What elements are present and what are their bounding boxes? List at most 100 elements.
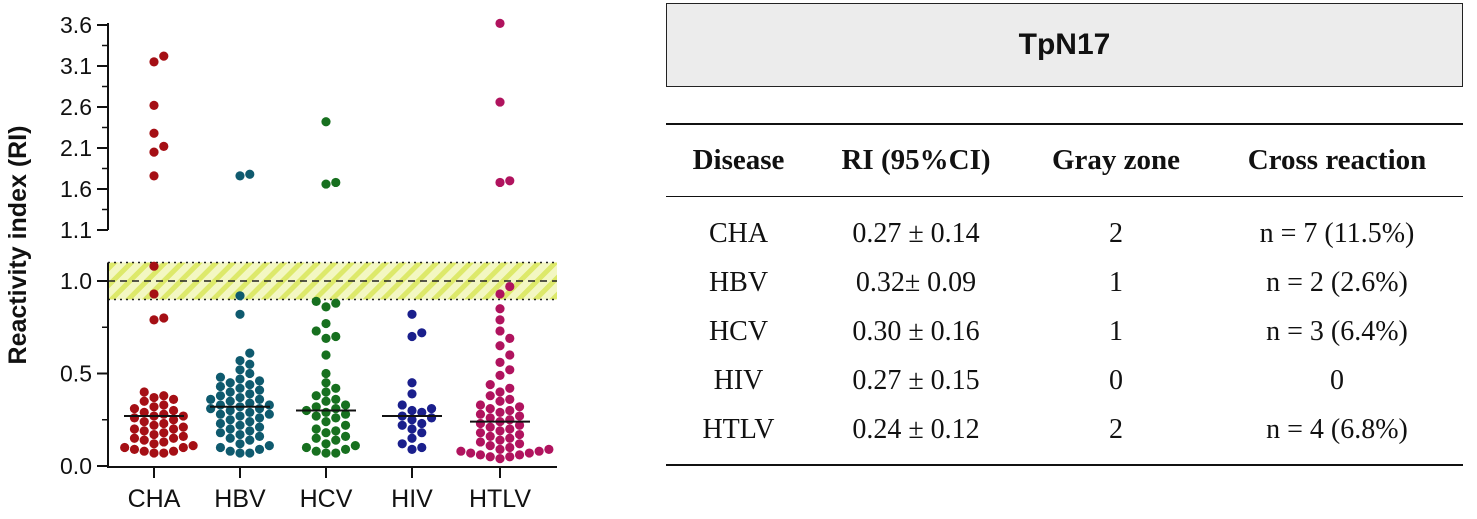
data-point bbox=[245, 169, 255, 179]
data-point bbox=[350, 441, 360, 451]
data-point bbox=[225, 405, 235, 416]
x-tick-label: HBV bbox=[214, 485, 266, 513]
data-point bbox=[245, 389, 255, 399]
data-point bbox=[235, 392, 245, 403]
data-point bbox=[495, 444, 505, 454]
data-point bbox=[235, 448, 245, 458]
data-point bbox=[149, 57, 159, 67]
data-point bbox=[475, 400, 486, 410]
data-point bbox=[514, 411, 525, 421]
data-point bbox=[331, 426, 341, 436]
data-point bbox=[149, 171, 159, 181]
data-point bbox=[149, 128, 159, 138]
data-point bbox=[245, 407, 255, 417]
data-point bbox=[168, 446, 179, 456]
data-point bbox=[215, 372, 226, 382]
data-point bbox=[235, 439, 245, 449]
data-point bbox=[505, 415, 515, 425]
data-point bbox=[340, 431, 351, 441]
data-point bbox=[215, 418, 226, 429]
data-point bbox=[168, 424, 179, 434]
data-point bbox=[225, 387, 235, 397]
data-point bbox=[485, 452, 495, 462]
data-point bbox=[245, 380, 255, 390]
table-header-row: Disease RI (95%CI) Gray zone Cross react… bbox=[666, 124, 1463, 197]
y-tick-label: 2.1 bbox=[60, 135, 92, 161]
data-point bbox=[168, 433, 179, 443]
data-point bbox=[495, 454, 505, 464]
data-point bbox=[426, 404, 437, 414]
data-point bbox=[149, 439, 159, 449]
data-point bbox=[235, 429, 245, 440]
data-point bbox=[407, 309, 417, 319]
data-point bbox=[331, 383, 341, 393]
cell-cross-reaction: n = 2 (2.6%) bbox=[1266, 266, 1408, 298]
data-point bbox=[311, 446, 321, 456]
data-point bbox=[505, 394, 515, 404]
data-point bbox=[475, 450, 486, 460]
data-point bbox=[149, 147, 159, 157]
data-point bbox=[159, 418, 169, 429]
data-point bbox=[159, 448, 169, 458]
data-point bbox=[225, 415, 235, 425]
data-point bbox=[254, 385, 265, 395]
table-title: TpN17 bbox=[1018, 28, 1111, 61]
data-point bbox=[311, 391, 321, 401]
cell-gray-zone: 2 bbox=[1109, 413, 1123, 445]
data-point bbox=[245, 426, 255, 436]
table-row: HBV 0.32± 0.09 1 n = 2 (2.6%) bbox=[666, 258, 1463, 307]
data-point bbox=[245, 398, 255, 408]
data-point bbox=[235, 383, 245, 393]
data-point bbox=[417, 428, 427, 438]
data-point bbox=[254, 413, 265, 423]
data-point bbox=[407, 415, 417, 425]
data-point bbox=[235, 291, 245, 301]
table-row: HTLV 0.24 ± 0.12 2 n = 4 (6.8%) bbox=[666, 405, 1463, 465]
cell-gray-zone: 1 bbox=[1109, 266, 1123, 298]
x-tick-label: HTLV bbox=[469, 485, 531, 513]
data-point bbox=[505, 281, 515, 292]
data-point bbox=[225, 446, 235, 456]
data-point bbox=[495, 370, 505, 380]
data-point bbox=[225, 378, 235, 388]
x-tick-label: HCV bbox=[300, 485, 353, 513]
data-point bbox=[168, 405, 179, 416]
data-point bbox=[397, 400, 407, 410]
data-point bbox=[264, 441, 274, 451]
data-point bbox=[505, 452, 515, 462]
cell-ri: 0.27 ± 0.15 bbox=[852, 364, 980, 396]
data-point bbox=[311, 424, 321, 434]
x-tick-label: HIV bbox=[391, 485, 433, 513]
data-point bbox=[456, 446, 466, 456]
y-axis-label: Reactivity index (RI) bbox=[4, 126, 32, 365]
data-point bbox=[311, 402, 321, 412]
cell-cross-reaction: n = 7 (11.5%) bbox=[1259, 217, 1415, 249]
data-point bbox=[417, 442, 427, 453]
data-point bbox=[245, 348, 255, 358]
data-point bbox=[495, 341, 505, 351]
data-point bbox=[159, 313, 169, 323]
data-point bbox=[331, 404, 341, 414]
data-point bbox=[475, 409, 486, 419]
data-point bbox=[485, 404, 495, 414]
data-point bbox=[407, 389, 417, 399]
data-point bbox=[321, 407, 331, 417]
data-point bbox=[426, 413, 437, 423]
data-point bbox=[505, 442, 515, 453]
data-point bbox=[159, 409, 169, 419]
data-point bbox=[225, 433, 235, 443]
data-point bbox=[505, 424, 515, 434]
data-point bbox=[311, 296, 321, 306]
data-point bbox=[129, 444, 140, 454]
data-point bbox=[254, 394, 265, 404]
data-point bbox=[485, 413, 495, 423]
data-point bbox=[149, 429, 159, 440]
data-point bbox=[235, 365, 245, 375]
data-point bbox=[495, 18, 505, 28]
header-ri: RI (95%CI) bbox=[841, 144, 991, 176]
data-point bbox=[321, 302, 331, 312]
data-point bbox=[495, 304, 505, 314]
data-point bbox=[321, 333, 331, 343]
data-point bbox=[524, 448, 534, 458]
data-point bbox=[331, 394, 341, 404]
